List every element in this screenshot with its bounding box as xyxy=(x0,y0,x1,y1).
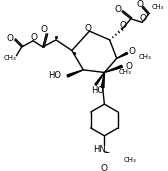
Text: O: O xyxy=(114,5,121,15)
Polygon shape xyxy=(117,52,128,58)
Text: O: O xyxy=(140,14,147,23)
Text: O: O xyxy=(136,0,143,9)
Text: CH₃: CH₃ xyxy=(139,54,151,60)
Polygon shape xyxy=(104,65,122,73)
Text: CH₃: CH₃ xyxy=(124,157,136,163)
Text: O: O xyxy=(7,34,14,43)
Text: O: O xyxy=(128,47,135,56)
Text: CH₃: CH₃ xyxy=(118,69,131,75)
Text: HO: HO xyxy=(91,87,104,95)
Polygon shape xyxy=(67,70,83,77)
Text: O: O xyxy=(125,62,133,71)
Text: O: O xyxy=(40,25,47,34)
Polygon shape xyxy=(95,73,104,85)
Text: O: O xyxy=(84,24,91,33)
Text: HO: HO xyxy=(48,71,61,81)
Text: O: O xyxy=(31,33,37,42)
Text: HN: HN xyxy=(94,144,106,154)
Text: O: O xyxy=(101,164,108,171)
Polygon shape xyxy=(101,73,104,88)
Text: CH₃: CH₃ xyxy=(152,4,164,10)
Text: CH₃: CH₃ xyxy=(4,55,17,61)
Text: O: O xyxy=(119,21,126,30)
